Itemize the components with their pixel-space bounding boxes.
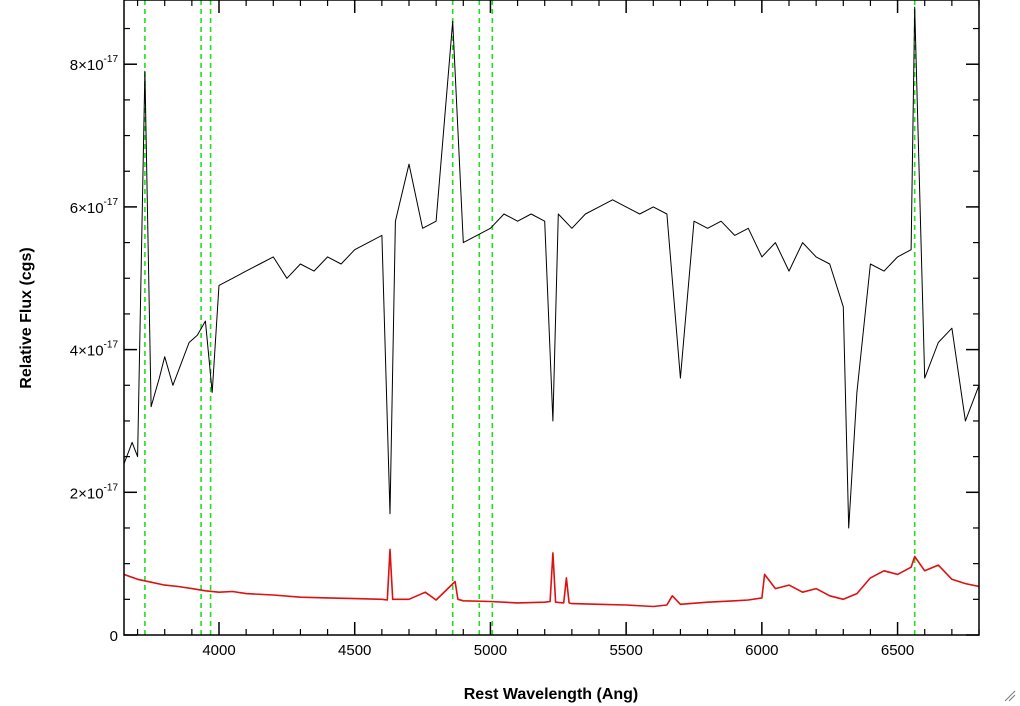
x-tick-label: 4000 — [202, 642, 235, 659]
axes — [123, 0, 980, 636]
reference-lines — [144, 0, 916, 635]
plot-frame — [123, 0, 980, 636]
x-axis-title: Rest Wavelength (Ang) — [464, 686, 639, 703]
y-axis-title: Relative Flux (cgs) — [18, 247, 35, 388]
series-0-line — [124, 6, 979, 529]
y-tick-label: 2×10-17 — [70, 482, 119, 502]
ticks: 4000 4500 5000 5500 6000 6500 0 2×10-17 4×10-17 6… — [70, 0, 980, 659]
series-layer — [124, 6, 979, 608]
y-tick-label: 8×10-17 — [70, 54, 119, 74]
resize-grip-icon[interactable] — [1004, 690, 1016, 702]
y-tick-label: 4×10-17 — [70, 340, 119, 360]
x-tick-label: 4500 — [338, 642, 371, 659]
x-tick-label: 5500 — [609, 642, 642, 659]
y-tick-label: 0 — [110, 628, 118, 645]
x-tick-label: 6000 — [745, 642, 778, 659]
series-1-line — [124, 548, 979, 608]
y-tick-label: 6×10-17 — [70, 197, 119, 217]
x-tick-label: 5000 — [474, 642, 507, 659]
x-tick-label: 6500 — [881, 642, 914, 659]
